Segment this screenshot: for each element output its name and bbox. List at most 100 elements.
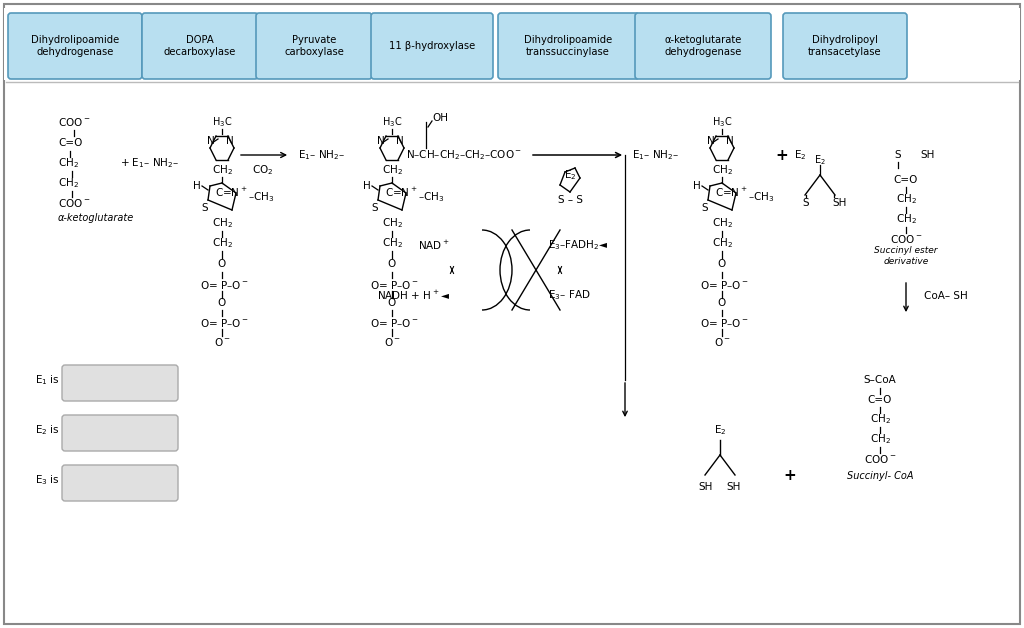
Text: CH$_2$: CH$_2$ <box>712 163 732 177</box>
Text: CH$_2$: CH$_2$ <box>382 163 402 177</box>
Text: CH$_2$: CH$_2$ <box>869 412 891 426</box>
Text: E$_2$: E$_2$ <box>714 423 726 437</box>
Text: COO$^-$: COO$^-$ <box>58 197 90 209</box>
Text: O: O <box>218 298 226 308</box>
Text: E$_3$– FAD: E$_3$– FAD <box>548 288 591 302</box>
FancyBboxPatch shape <box>142 13 258 79</box>
Text: O: O <box>218 259 226 269</box>
Text: CO$_2$: CO$_2$ <box>252 163 273 177</box>
Text: E$_3$ is: E$_3$ is <box>35 473 60 487</box>
Text: H: H <box>693 181 700 191</box>
Text: COO$^-$: COO$^-$ <box>890 233 923 245</box>
FancyBboxPatch shape <box>62 415 178 451</box>
Text: H: H <box>194 181 201 191</box>
Text: COO$^-$: COO$^-$ <box>864 453 896 465</box>
Text: O= P–O$^-$: O= P–O$^-$ <box>370 317 419 329</box>
Text: 11 β-hydroxylase: 11 β-hydroxylase <box>389 41 475 51</box>
FancyBboxPatch shape <box>256 13 372 79</box>
FancyBboxPatch shape <box>371 13 493 79</box>
Text: O$^-$: O$^-$ <box>214 336 230 348</box>
Text: CH$_2$: CH$_2$ <box>58 156 79 170</box>
Text: α-ketoglutarate: α-ketoglutarate <box>58 213 134 223</box>
Bar <box>4 8 1020 80</box>
Text: CoA– SH: CoA– SH <box>924 291 968 301</box>
FancyBboxPatch shape <box>8 13 142 79</box>
Text: N: N <box>377 136 385 146</box>
Text: Dihydrolipoamide
dehydrogenase: Dihydrolipoamide dehydrogenase <box>31 35 119 57</box>
Text: N: N <box>207 136 215 146</box>
Text: C=O: C=O <box>867 395 892 405</box>
Text: SH: SH <box>698 482 713 492</box>
Text: S–CoA: S–CoA <box>863 375 896 385</box>
Text: H$_3$C: H$_3$C <box>712 115 732 129</box>
Text: N: N <box>226 136 233 146</box>
Text: S: S <box>202 203 208 213</box>
Text: CH$_2$: CH$_2$ <box>212 236 232 250</box>
Text: O= P–O$^-$: O= P–O$^-$ <box>700 279 749 291</box>
Text: C=O: C=O <box>58 138 82 148</box>
Text: S: S <box>895 150 901 160</box>
Text: Succinyl- CoA: Succinyl- CoA <box>847 471 913 481</box>
FancyBboxPatch shape <box>62 365 178 401</box>
Text: + E$_1$– NH$_2$–: + E$_1$– NH$_2$– <box>120 156 179 170</box>
Text: N: N <box>396 136 403 146</box>
Text: O= P–O$^-$: O= P–O$^-$ <box>200 317 249 329</box>
Text: C=N$^+$: C=N$^+$ <box>215 185 248 198</box>
Text: H: H <box>364 181 371 191</box>
Text: H$_3$C: H$_3$C <box>382 115 402 129</box>
Text: O: O <box>388 259 396 269</box>
Text: H$_3$C: H$_3$C <box>212 115 232 129</box>
Text: O$^-$: O$^-$ <box>384 336 400 348</box>
Text: CH$_2$: CH$_2$ <box>712 236 732 250</box>
Text: N: N <box>726 136 734 146</box>
Text: E$_2$: E$_2$ <box>814 153 826 167</box>
FancyBboxPatch shape <box>4 4 1020 624</box>
Text: E$_2$: E$_2$ <box>794 148 806 162</box>
Text: –CH$_3$: –CH$_3$ <box>748 190 774 204</box>
Text: C=N$^+$: C=N$^+$ <box>385 185 418 198</box>
Text: CH$_2$: CH$_2$ <box>212 163 232 177</box>
FancyBboxPatch shape <box>498 13 639 79</box>
Text: CH$_2$: CH$_2$ <box>896 192 916 206</box>
Text: SH: SH <box>831 198 847 208</box>
Text: O= P–O$^-$: O= P–O$^-$ <box>370 279 419 291</box>
FancyBboxPatch shape <box>62 465 178 501</box>
Text: CH$_2$: CH$_2$ <box>382 236 402 250</box>
Text: OH: OH <box>432 113 449 123</box>
Text: SH: SH <box>727 482 741 492</box>
Text: N: N <box>708 136 715 146</box>
Text: –CH$_3$: –CH$_3$ <box>418 190 444 204</box>
FancyBboxPatch shape <box>635 13 771 79</box>
Text: NAD$^+$: NAD$^+$ <box>418 239 450 252</box>
Text: E$_1$ is: E$_1$ is <box>35 373 60 387</box>
Text: –CH$_3$: –CH$_3$ <box>248 190 274 204</box>
Text: Succinyl ester
derivative: Succinyl ester derivative <box>874 246 938 266</box>
Text: O: O <box>388 298 396 308</box>
Text: DOPA
decarboxylase: DOPA decarboxylase <box>164 35 237 57</box>
Text: Dihydrolipoamide
transsuccinylase: Dihydrolipoamide transsuccinylase <box>524 35 612 57</box>
Text: S – S: S – S <box>557 195 583 205</box>
Text: C=O: C=O <box>894 175 919 185</box>
FancyBboxPatch shape <box>783 13 907 79</box>
Text: CH$_2$: CH$_2$ <box>712 216 732 230</box>
Text: E$_3$–FADH$_2$◄: E$_3$–FADH$_2$◄ <box>548 238 608 252</box>
Text: E$_2$: E$_2$ <box>564 168 577 182</box>
Text: O= P–O$^-$: O= P–O$^-$ <box>700 317 749 329</box>
Text: E$_2$ is: E$_2$ is <box>35 423 60 437</box>
Text: O: O <box>718 298 726 308</box>
Text: S: S <box>372 203 378 213</box>
Text: O: O <box>718 259 726 269</box>
Text: CH$_2$: CH$_2$ <box>212 216 232 230</box>
Text: Dihydrolipoyl
transacetylase: Dihydrolipoyl transacetylase <box>808 35 882 57</box>
Text: O= P–O$^-$: O= P–O$^-$ <box>200 279 249 291</box>
Text: CH$_2$: CH$_2$ <box>382 216 402 230</box>
Text: α-ketoglutarate
dehydrogenase: α-ketoglutarate dehydrogenase <box>665 35 741 57</box>
Text: O$^-$: O$^-$ <box>714 336 730 348</box>
Text: S: S <box>803 198 809 208</box>
Text: +: + <box>783 467 797 482</box>
Text: E$_1$– NH$_2$–: E$_1$– NH$_2$– <box>298 148 345 162</box>
Text: CH$_2$: CH$_2$ <box>896 212 916 226</box>
Text: CH$_2$: CH$_2$ <box>58 176 79 190</box>
Text: S: S <box>701 203 709 213</box>
Text: C=N$^+$: C=N$^+$ <box>715 185 748 198</box>
